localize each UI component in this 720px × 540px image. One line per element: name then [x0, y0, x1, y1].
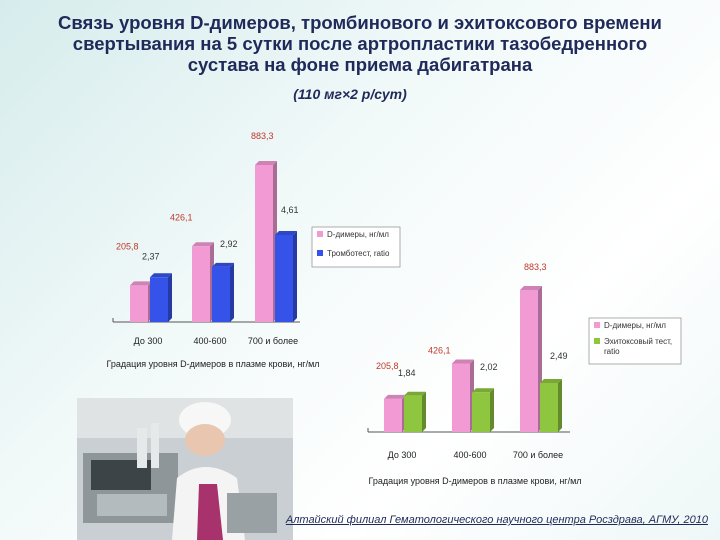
chart-1-bar-ratio-1-side [168, 273, 172, 322]
chart-1-bar-ratio-3-side [293, 231, 297, 322]
chart-1-label-ddimer-3: 883,3 [251, 131, 274, 141]
lab-photo [77, 398, 293, 540]
chart-1-category-1: До 300 [134, 336, 163, 346]
chart-2-bar-ratio-2 [472, 392, 490, 432]
chart-1-legend-swatch-2 [317, 250, 323, 256]
chart-1-bar-ddimer-3-top [255, 161, 277, 165]
chart-1-label-ratio-2: 2,92 [220, 239, 238, 249]
chart-2-bar-ratio-2-top [472, 388, 494, 393]
chart-1-label-ddimer-1: 205,8 [116, 241, 139, 251]
chart-2-legend-swatch-1 [594, 322, 600, 328]
chart-1-bar-ddimer-1 [130, 285, 148, 322]
chart-1-bar-ddimer-2 [192, 246, 210, 322]
chart-2-bar-ratio-1 [404, 395, 422, 432]
chart-2-label-ddimer-2: 426,1 [428, 345, 451, 355]
chart-1-bar-ratio-2 [212, 266, 230, 322]
chart-2-bar-ddimer-2 [452, 363, 470, 432]
chart-2-bar-ddimer-2-top [452, 359, 474, 364]
chart-2-bar-ratio-1-top [404, 391, 426, 396]
slide-subtitle: (110 мг×2 р/сут) [293, 86, 407, 102]
chart-1-legend [311, 226, 401, 268]
footer-credit: Алтайский филиал Гематологического научн… [285, 514, 708, 526]
chart-1-bar-ddimer-2-top [192, 242, 214, 247]
chart-2-x-axis-label: Градация уровня D-димеров в плазме крови… [368, 476, 581, 486]
chart-2-legend-label-1: D-димеры, нг/мл [604, 321, 666, 330]
chart-2-legend-label-2: Эхитоксовый тест, [604, 337, 672, 346]
chart-2-label-ratio-3: 2,49 [550, 351, 568, 361]
slide-title: Связь уровня D-димеров, тромбинового и э… [20, 12, 700, 75]
chart-2-bar-ddimer-3 [520, 290, 538, 432]
chart-1-category-3: 700 и более [248, 336, 298, 346]
chart-1-label-ratio-1: 2,37 [142, 251, 160, 261]
chart-2-bar-ddimer-1-top [384, 394, 406, 399]
chart-2-bar-ratio-3-top [540, 379, 562, 383]
chart-2-category-2: 400-600 [453, 450, 486, 460]
chart-1-bar-ratio-3-top [275, 231, 297, 235]
chart-1-bar-ratio-3 [275, 235, 293, 322]
chart-1-bar-ddimer-1-top [130, 281, 152, 286]
chart-1-bar-ratio-1 [150, 277, 168, 322]
chart-2-category-1: До 300 [388, 450, 417, 460]
title-line-1: Связь уровня D-димеров, тромбинового и э… [58, 12, 662, 33]
chart-2-label-ddimer-3: 883,3 [524, 262, 547, 272]
chart-2-bar-ratio-3-side [558, 379, 562, 432]
chart-2-category-3: 700 и более [513, 450, 563, 460]
title-line-2: свертывания на 5 сутки после артропласти… [72, 33, 648, 54]
chart-2-bar-ratio-2-side [490, 388, 494, 432]
chart-1-label-ratio-3: 4,61 [281, 205, 299, 215]
chart-2-legend-swatch-2 [594, 338, 600, 344]
chart-1-bar-ratio-2-side [230, 262, 234, 322]
chart-2-label-ddimer-1: 205,8 [376, 361, 399, 371]
chart-1-category-2: 400-600 [193, 336, 226, 346]
chart-2-bar-ddimer-3-top [520, 286, 542, 290]
chart-1-legend-label-1: D-димеры, нг/мл [327, 230, 389, 239]
chart-1-label-ddimer-2: 426,1 [170, 212, 193, 222]
chart-1-bar-ratio-2-top [212, 262, 234, 267]
chart-2-label-ratio-1: 1,84 [398, 368, 416, 378]
chart-2-bar-ratio-1-side [422, 391, 426, 432]
chart-2-bar-ratio-3 [540, 383, 558, 432]
title-line-3: сустава на фоне приема дабигатрана [187, 54, 533, 75]
chart-2-legend-label-2-cont: ratio [604, 347, 620, 356]
chart-1-legend-swatch-1 [317, 231, 323, 237]
chart-2-bar-ddimer-1 [384, 398, 402, 432]
chart-1-bar-ratio-1-top [150, 273, 172, 278]
chart-2-legend [588, 317, 682, 365]
chart-2-label-ratio-2: 2,02 [480, 362, 498, 372]
chart-1-legend-label-2: Тромботест, ratio [327, 249, 390, 258]
chart-1-x-axis-label: Градация уровня D-димеров в плазме крови… [106, 359, 319, 369]
chart-1-bar-ddimer-3 [255, 165, 273, 322]
